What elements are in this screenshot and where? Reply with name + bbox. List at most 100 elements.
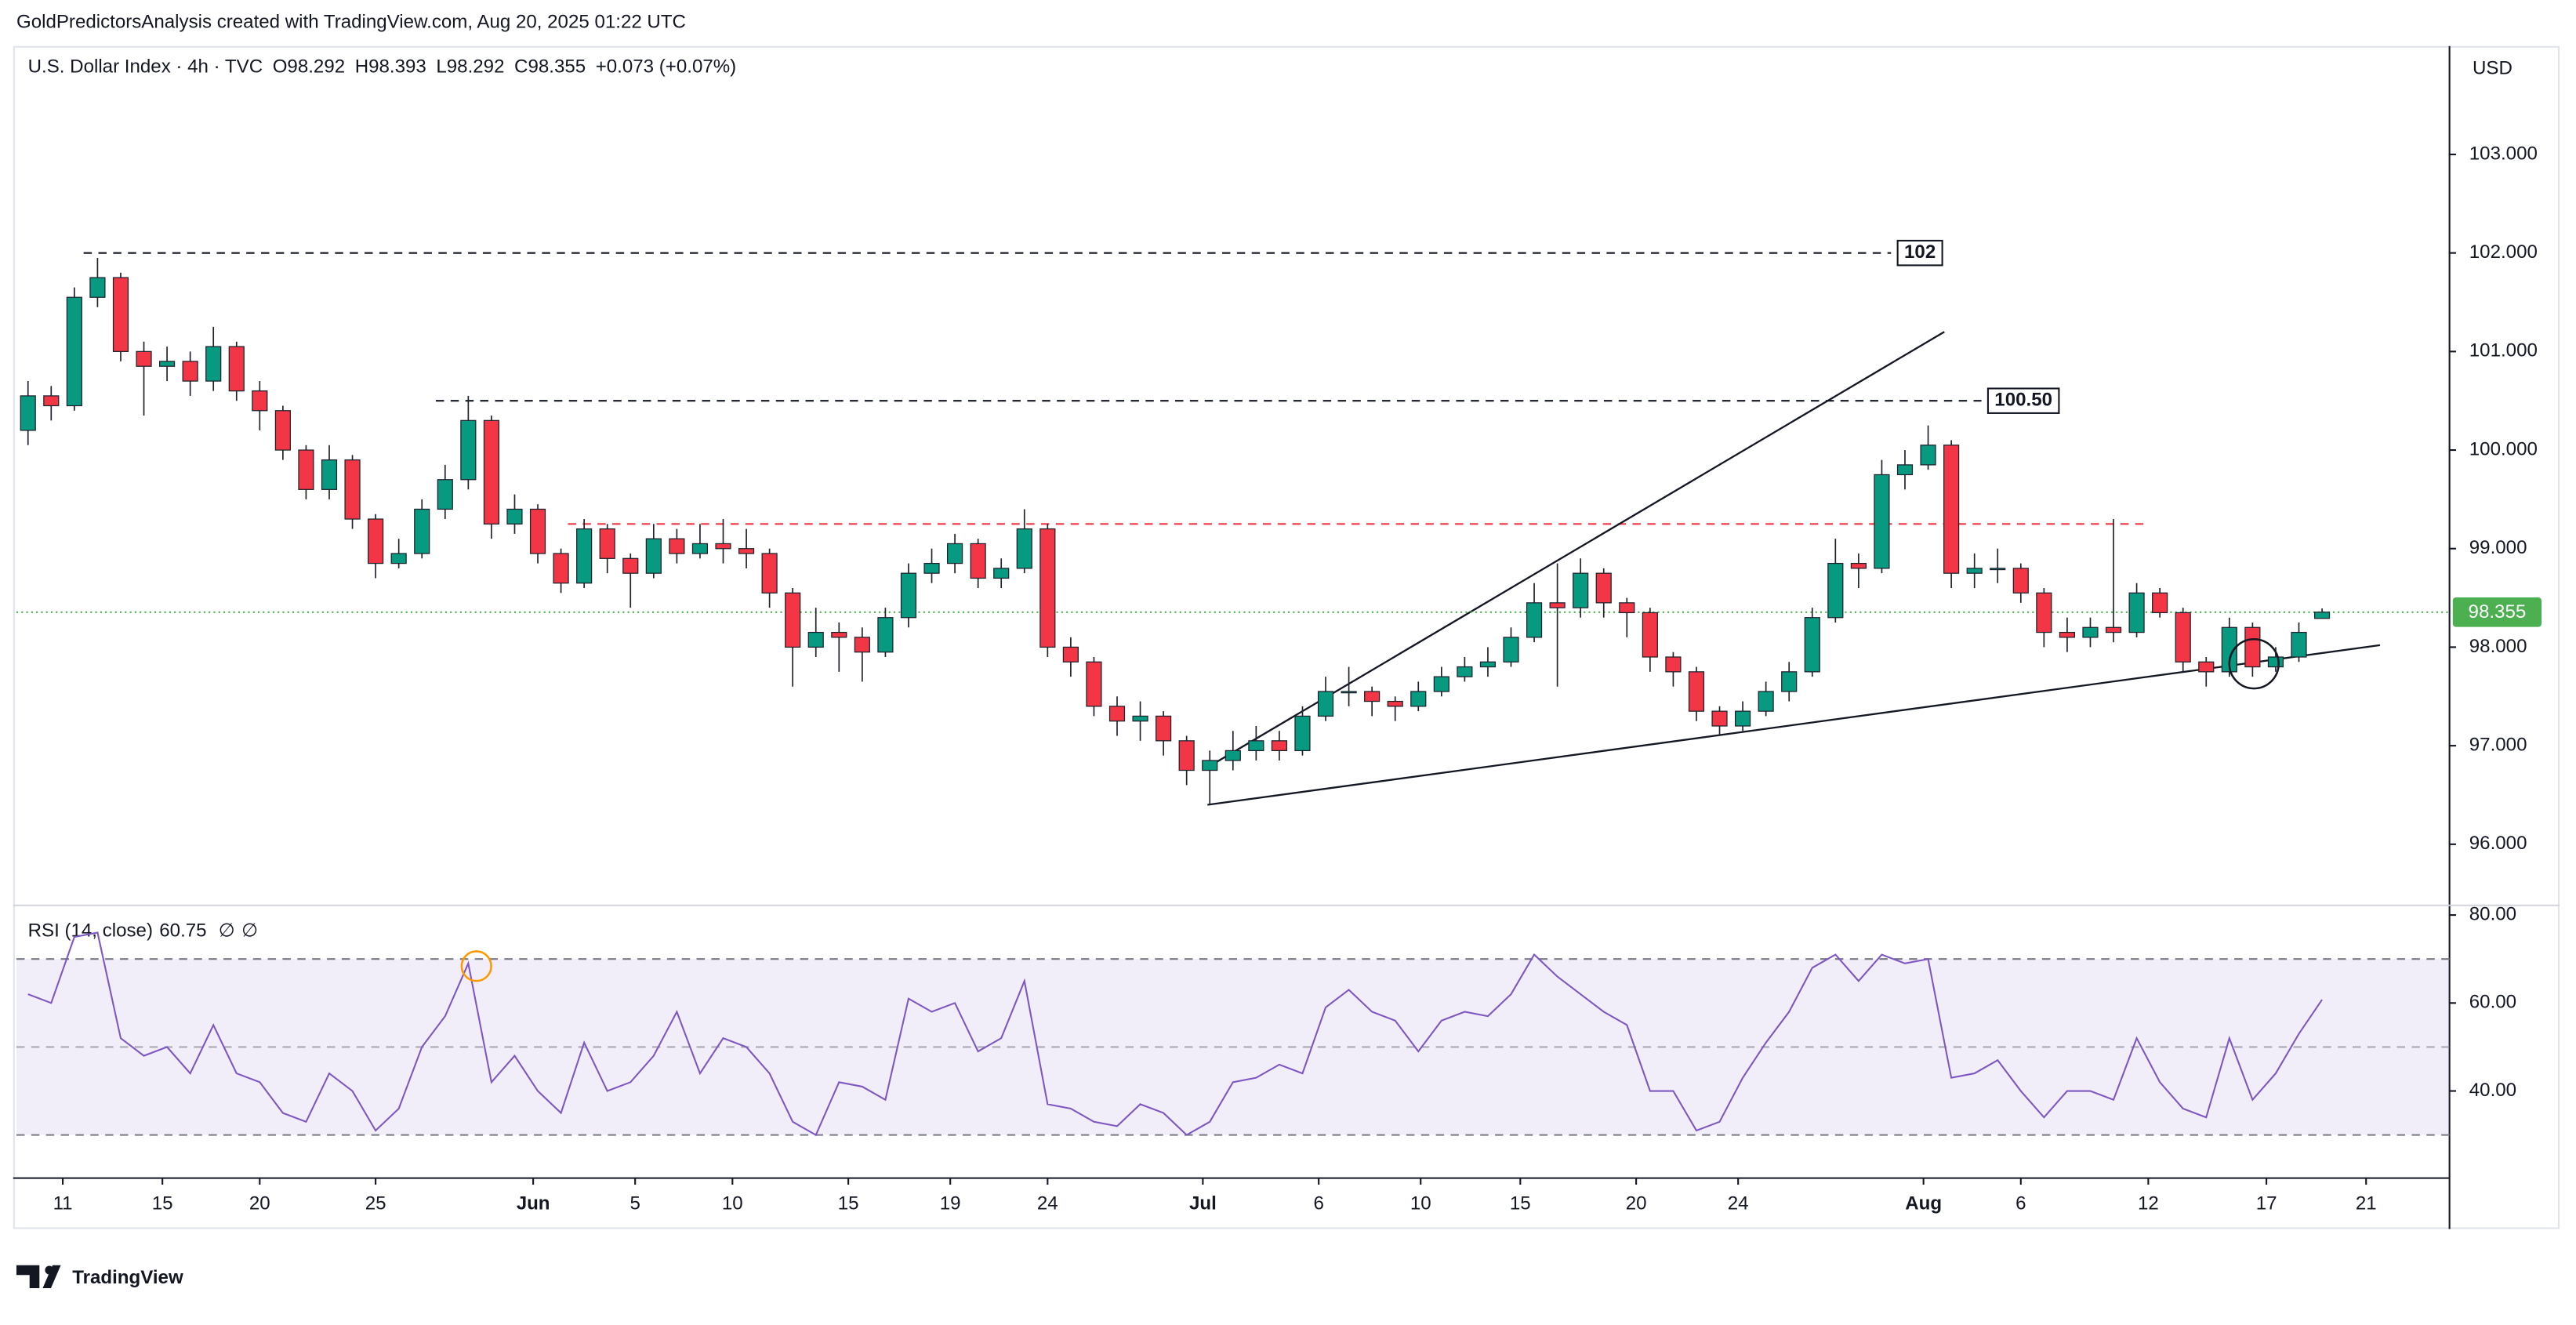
x-tick-label: 6 [1313,1193,1323,1214]
candle-body [622,557,639,574]
logo-icon [45,1265,54,1275]
candle-body [807,631,824,648]
candle-body [1896,464,1914,476]
x-tick-label: Aug [1905,1193,1942,1214]
candle-body [321,459,338,490]
x-tick-label: Jun [517,1193,550,1214]
candle-body [1966,568,1983,574]
candle-body [1410,691,1427,707]
candle-body [2059,631,2076,638]
x-tick-label: Jul [1189,1193,1217,1214]
candle-body [900,572,917,619]
candle-body [437,479,453,510]
candle-body [761,553,778,594]
candle-body [1225,750,1241,761]
x-tick-label: 20 [249,1193,270,1214]
last-price-box [2452,597,2542,627]
annotation-circle [2228,637,2280,690]
candle-body [923,562,940,574]
level-label-box [1896,239,1943,267]
x-tick-label: 15 [838,1193,859,1214]
candle-body [1665,656,1682,673]
x-tick-label: 12 [2138,1193,2159,1214]
candle-body [2036,592,2052,633]
candle-body [738,548,755,554]
candle-body [1735,710,1751,727]
y-tick-label: 98.000 [2469,636,2527,657]
currency: USD [2473,57,2513,78]
candle-body [2198,661,2215,673]
candle-body [599,528,615,559]
candle-body [2082,626,2099,638]
candle-body [1341,691,1357,694]
candle-body [1132,715,1148,722]
candle-body [1178,740,1195,771]
last-price-label: 98.355 [2469,601,2527,623]
y-tick-label: 99.000 [2469,537,2527,558]
x-tick-label: 19 [940,1193,961,1214]
candle-body [1943,445,1960,574]
candle-body [43,395,60,407]
x-tick-label: 10 [722,1193,743,1214]
candle-body [1503,637,1519,662]
candle-body [252,390,268,412]
candle-body [1294,715,1311,752]
candle-body [2221,626,2237,673]
rsi-flag: ∅ [241,920,258,942]
logo: TradingView [16,1265,183,1289]
candle-body [182,361,198,382]
y-tick-label: 102.000 [2469,241,2538,263]
candle-body [1156,715,1172,742]
candle-body [506,508,523,525]
candle-body [1595,572,1612,604]
candle-body [970,543,986,579]
candle-body [1619,602,1635,614]
candle-body [2175,612,2191,662]
candle-body [1549,602,1566,608]
rsi-y-tick-label: 60.00 [2469,992,2516,1013]
x-tick-label: 21 [2356,1193,2377,1214]
x-tick-label: 25 [365,1193,386,1214]
candle-body [2012,568,2029,594]
candle-body [1526,602,1543,638]
candle-body [1827,562,1844,619]
rsi-title: RSI (14, close) [28,920,153,942]
candle-body [1850,562,1867,569]
level-label: 100.50 [1994,390,2052,411]
candle-body [715,543,731,550]
candle-body [136,350,152,367]
candle-body [159,361,176,367]
candle-body [66,296,82,407]
candle-body [1688,671,1705,712]
candle-body [576,528,593,584]
candle-body [1202,760,1218,771]
candle-body [368,518,384,564]
ohlc-value: O98.292 [273,56,345,77]
rsi-y-tick-label: 40.00 [2469,1080,2516,1101]
x-tick-label: 11 [53,1193,73,1214]
candle-body [2244,626,2261,668]
candle-body [1364,691,1381,702]
candle-body [228,346,245,392]
candle-body [1248,740,1264,752]
logo-text: TradingView [72,1267,183,1288]
symbol-title: U.S. Dollar Index · 4h · TVC [28,56,263,77]
candle-body [1457,666,1473,677]
candle-body [1758,691,1774,712]
candle-body [1039,528,1056,648]
y-tick-label: 103.000 [2469,143,2538,164]
candle-body [483,419,500,525]
level-label: 102 [1904,241,1936,263]
x-tick-label: 24 [1037,1193,1058,1214]
rsi-annotation-circle [460,950,492,982]
candle-body [993,568,1010,579]
candle-body [390,553,407,564]
candle-body [1016,528,1032,569]
candle-body [553,553,569,584]
rsi-flag: ∅ [219,920,235,942]
candle-body [1781,671,1798,692]
legend: U.S. Dollar Index · 4h · TVC O98.292 H98.… [28,56,737,77]
level-label-box [1986,387,2060,414]
x-tick-label: 15 [1510,1193,1531,1214]
